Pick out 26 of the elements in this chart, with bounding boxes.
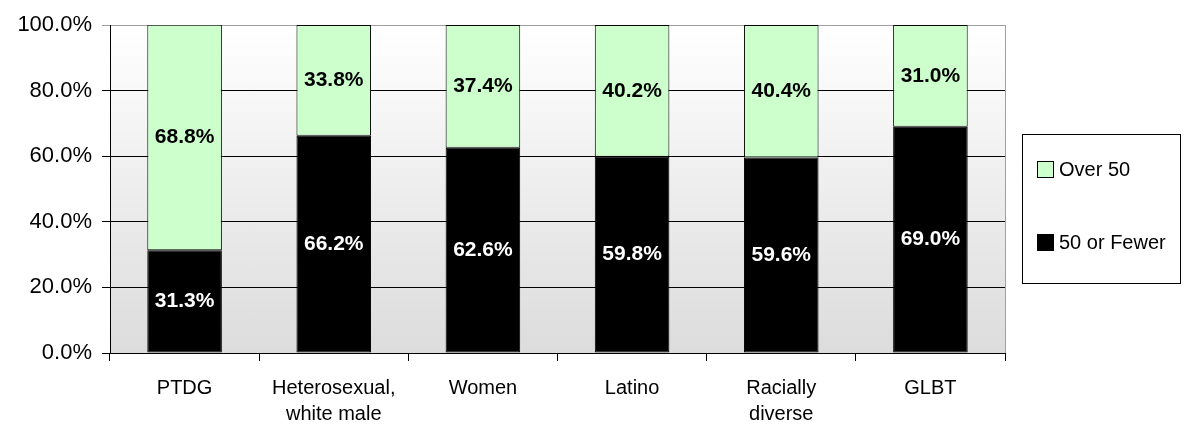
y-tick-label: 0.0% (41, 339, 92, 365)
data-label: 59.6% (751, 241, 812, 265)
data-label: 62.6% (453, 236, 514, 260)
y-tick-label: 60.0% (29, 142, 92, 168)
y-tick-label: 80.0% (29, 76, 92, 102)
data-label: 31.3% (154, 288, 215, 312)
data-label: 68.8% (154, 124, 215, 148)
x-tick-label: GLBT (904, 375, 957, 398)
data-label: 66.2% (303, 230, 364, 254)
data-label: 37.4% (453, 73, 514, 97)
x-tick-label: Heterosexual, white male (272, 375, 396, 424)
data-label: 31.0% (900, 62, 961, 86)
data-label: 40.2% (602, 77, 663, 101)
y-tick-label: 100.0% (17, 11, 92, 37)
legend-label: Over 50 (1059, 157, 1131, 181)
data-label: 33.8% (303, 67, 364, 91)
data-label: 69.0% (900, 226, 961, 250)
x-tick-label: Racially diverse (746, 375, 817, 424)
data-label: 59.8% (602, 241, 663, 265)
x-tick-label: Women (448, 375, 518, 398)
y-tick-label: 20.0% (29, 273, 92, 299)
x-tick-label: PTDG (156, 375, 213, 398)
y-tick-label: 40.0% (29, 207, 92, 233)
x-tick-label: Latino (604, 375, 660, 398)
legend-label: 50 or Fewer (1059, 230, 1166, 254)
data-label: 40.4% (751, 78, 812, 102)
